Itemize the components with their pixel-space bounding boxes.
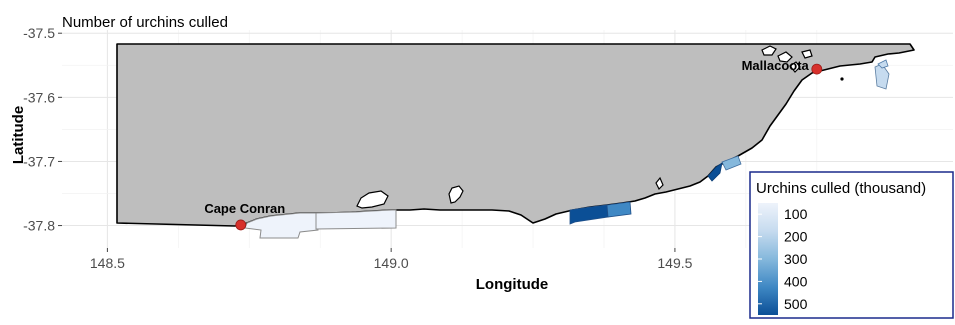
legend-colorbar <box>758 203 778 315</box>
culled-area-sandpatch <box>707 162 723 182</box>
lake-inlet <box>356 190 389 209</box>
culled-area-cape-conran-east <box>315 209 397 230</box>
town-marker-dot <box>811 63 823 75</box>
lake-inlet <box>448 185 464 204</box>
x-tick-label: 148.5 <box>90 255 125 271</box>
y-tick-label: -37.7 <box>23 153 55 169</box>
y-tick-label: -37.5 <box>23 25 55 41</box>
x-axis-label: Longitude <box>476 276 548 293</box>
lake-inlet <box>789 61 801 73</box>
y-axis-label: Latitude <box>10 106 27 164</box>
town-markers: Mallacoota Cape Conran <box>204 58 823 231</box>
culled-area-point-hicks-east <box>606 201 632 218</box>
legend-title: Urchins culled (thousand) <box>756 180 926 197</box>
chart-title: Number of urchins culled <box>62 14 228 31</box>
lake-inlet <box>761 45 777 56</box>
legend-label: 500 <box>784 296 808 312</box>
culled-area-gabo <box>877 59 889 69</box>
lake-inlet <box>777 51 793 63</box>
y-tick-label: -37.6 <box>23 89 55 105</box>
lake-inlet <box>655 176 664 191</box>
town-marker-dot <box>235 219 247 231</box>
town-label: Mallacoota <box>742 58 810 73</box>
x-tick-label: 149.5 <box>657 255 692 271</box>
lake-inlet <box>801 49 813 59</box>
town-label: Cape Conran <box>204 201 285 216</box>
x-tick-label: 149.0 <box>374 255 409 271</box>
legend: Urchins culled (thousand) 100 200 300 400 50… <box>749 171 954 319</box>
culled-areas <box>244 59 890 239</box>
legend-box <box>749 171 954 319</box>
legend-items: 100 200 300 400 500 <box>758 203 808 315</box>
culled-area-cape-conran-west <box>244 212 319 239</box>
x-axis-ticks: 148.5 149.0 149.5 <box>90 248 693 271</box>
legend-label: 200 <box>784 229 808 245</box>
culled-area-wingan <box>721 155 742 171</box>
legend-label: 300 <box>784 251 808 267</box>
island-marker <box>840 77 844 81</box>
y-axis-ticks: -37.5 -37.6 -37.7 -37.8 <box>23 25 62 234</box>
legend-label: 100 <box>784 206 808 222</box>
legend-label: 400 <box>784 273 808 289</box>
y-tick-label: -37.8 <box>23 218 55 234</box>
